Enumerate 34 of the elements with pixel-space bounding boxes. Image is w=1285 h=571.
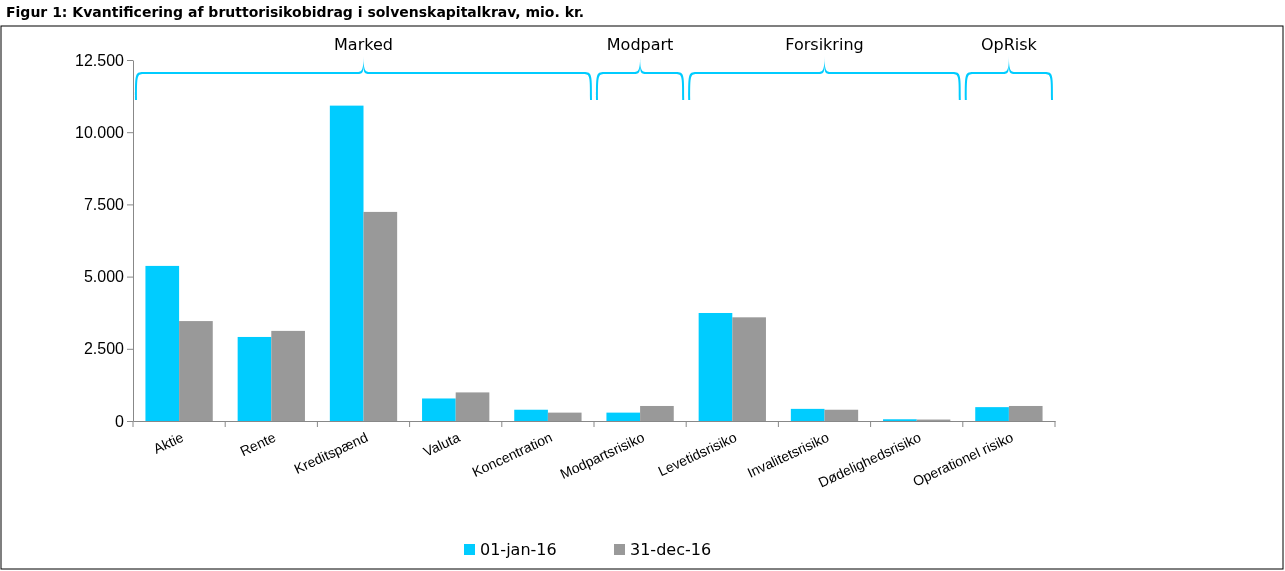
y-tick-label: 5.000 <box>83 268 125 286</box>
bar <box>422 398 456 421</box>
bar <box>1008 405 1043 421</box>
bar <box>606 412 641 421</box>
bar <box>514 409 548 421</box>
bar <box>824 409 859 421</box>
legend-label: 01-jan-16 <box>480 540 557 559</box>
y-tick-label: 10.000 <box>75 123 125 141</box>
x-tick-label: Aktie <box>150 428 187 457</box>
bar <box>271 330 305 421</box>
bar <box>547 412 582 421</box>
bar <box>329 105 364 421</box>
y-tick-label: 2.500 <box>83 340 125 358</box>
text: Modpart <box>606 35 674 54</box>
y-tick-label: 12.500 <box>75 51 125 69</box>
text: Forsikring <box>785 35 864 54</box>
text: Marked <box>334 35 393 54</box>
bar <box>698 312 733 421</box>
y-tick-label: 7.500 <box>83 196 125 214</box>
bar <box>640 405 674 421</box>
bar <box>975 407 1009 421</box>
bar <box>790 408 825 421</box>
legend-label: 31-dec-16 <box>630 540 712 559</box>
x-tick-label: Valuta <box>420 428 463 460</box>
y-tick-label: 0 <box>115 412 125 430</box>
bar <box>179 321 213 421</box>
bar <box>455 392 490 421</box>
chart-title: Figur 1: Kvantificering af bruttorisikobidrag i solvenskapitalkrav, mio. kr. <box>6 4 585 20</box>
text: OpRisk <box>980 35 1038 54</box>
bar <box>237 336 272 421</box>
bar <box>363 211 398 421</box>
bar <box>732 317 766 421</box>
bar <box>145 265 180 421</box>
x-tick-label: Rente <box>237 428 279 460</box>
